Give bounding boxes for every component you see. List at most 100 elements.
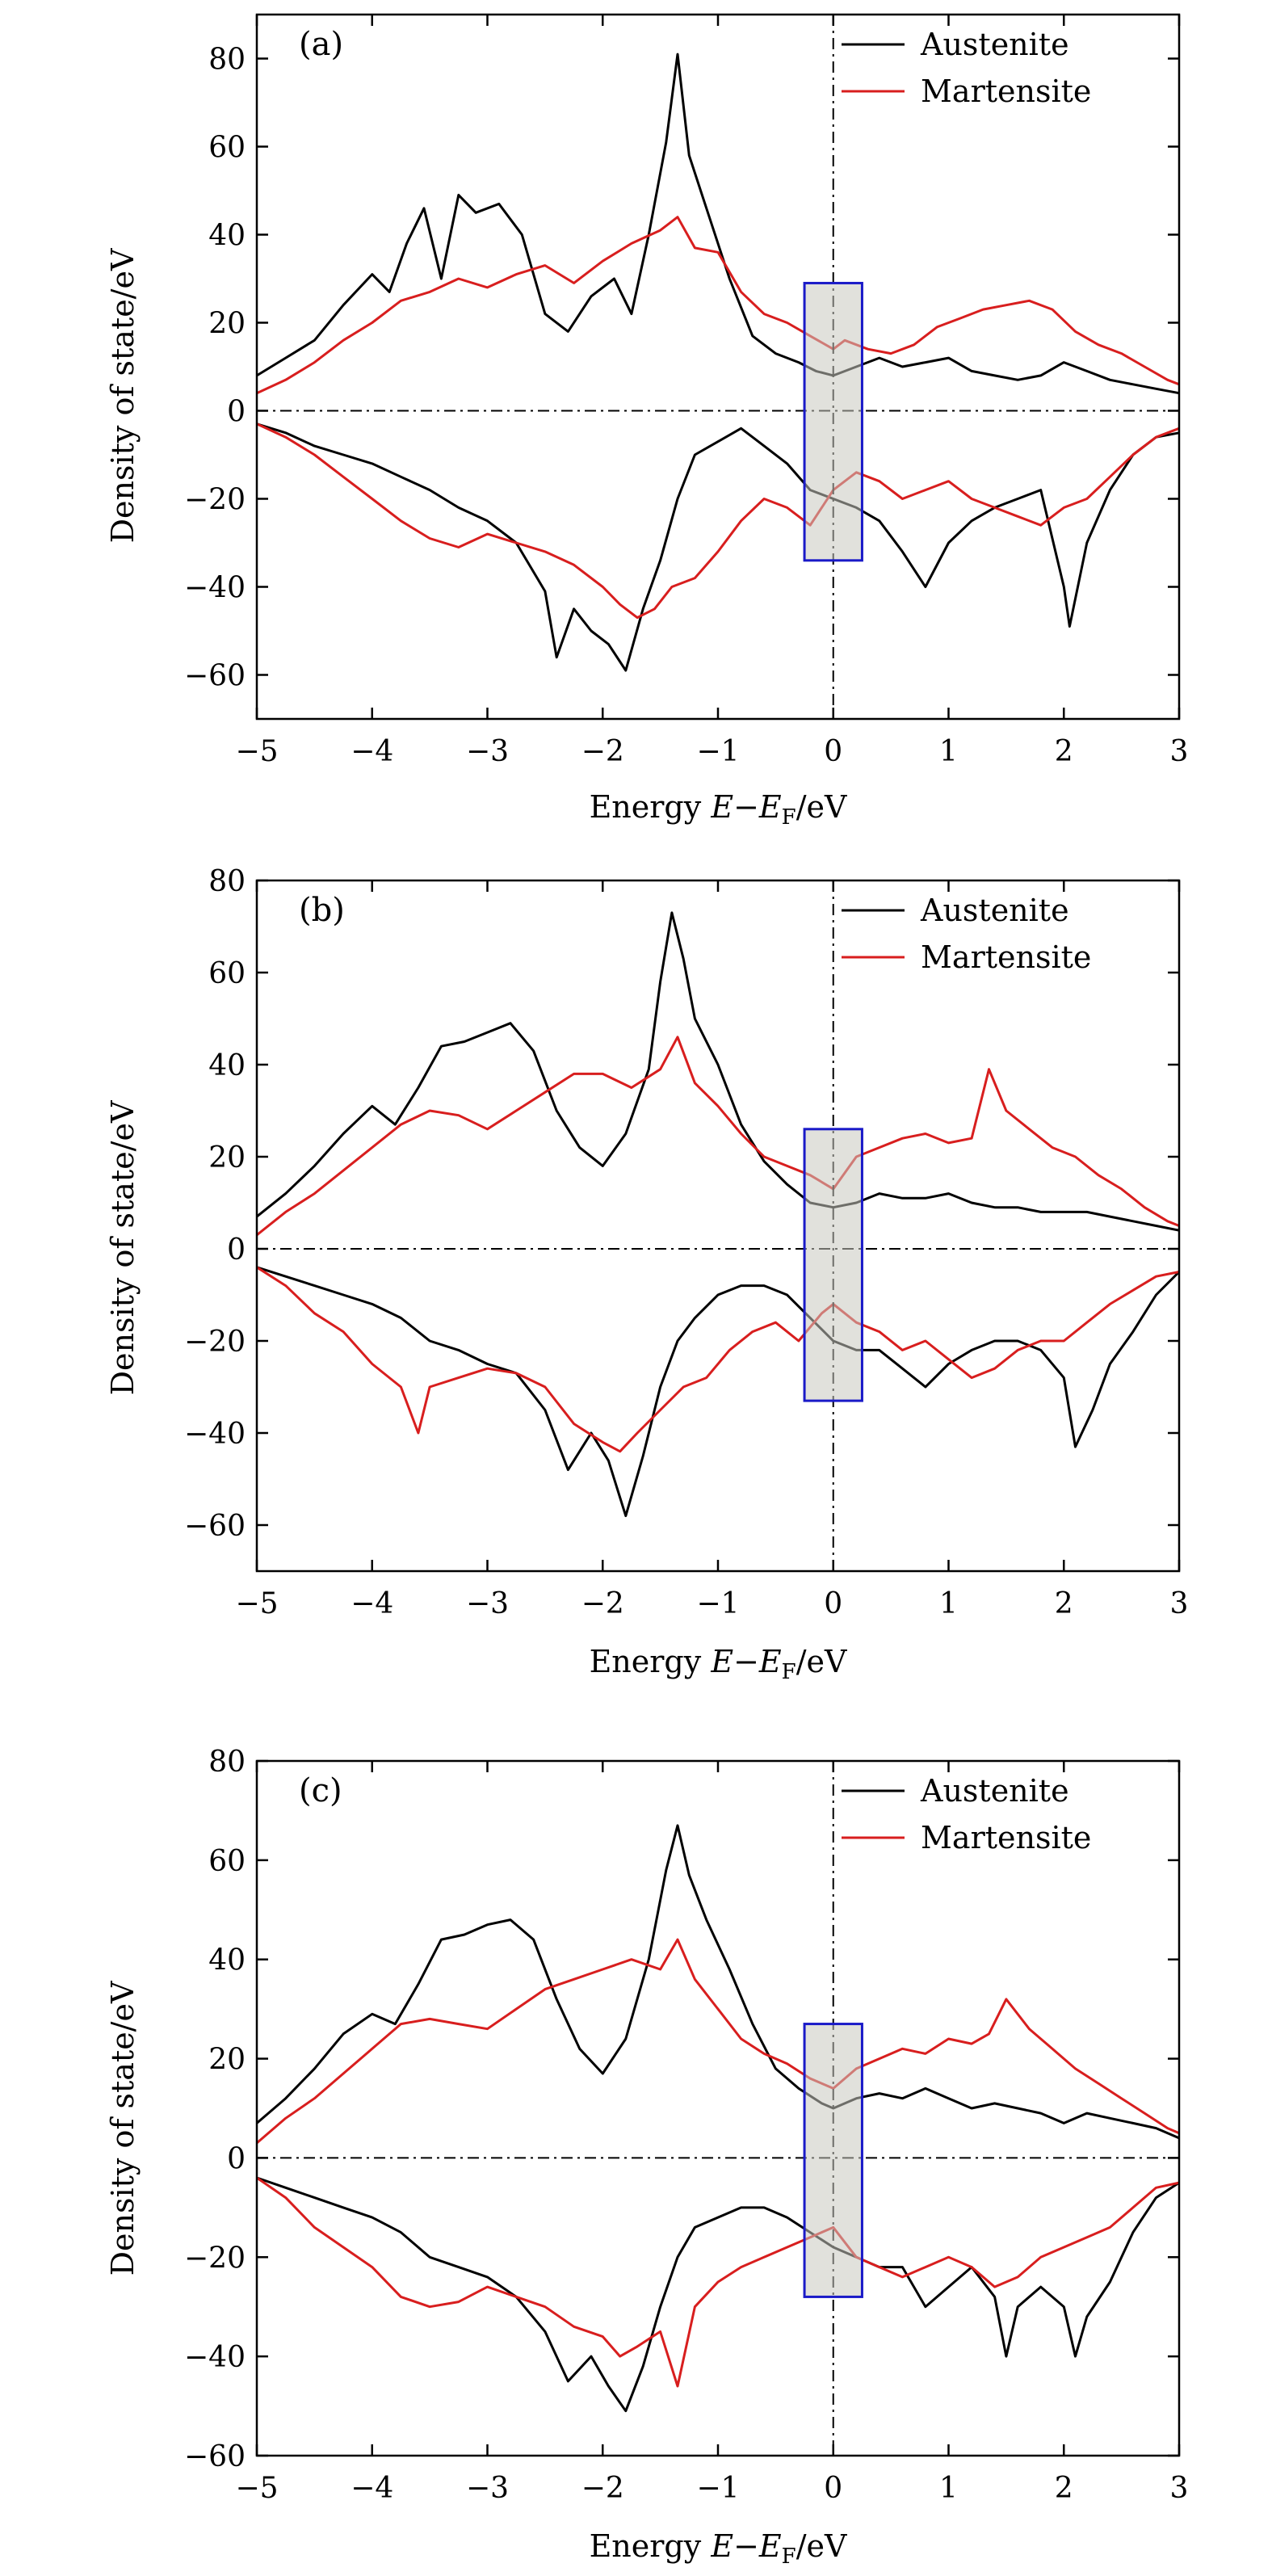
panel-a-legend: Austenite Martensite <box>842 27 1091 109</box>
panel-a-plot-layer: −5 −4 −3 −2 −1 0 1 2 3 −60 −40 −20 0 20 40 60 80 <box>184 13 1189 768</box>
x-tick-label: 3 <box>1170 735 1189 768</box>
xlabel-ef: E <box>758 789 782 825</box>
y-tick-label: 20 <box>208 1141 246 1175</box>
x-tick-label: 2 <box>1055 735 1073 768</box>
legend-martensite-label: Martensite <box>921 939 1091 975</box>
legend-martensite-label: Martensite <box>921 1820 1091 1855</box>
y-tick-label: −40 <box>184 2341 246 2374</box>
series-martensite-up-line <box>256 1036 1180 1237</box>
y-tick-label: 0 <box>227 2142 246 2175</box>
panel-b-xlabel: Energy E−EF/eV <box>590 1644 847 1684</box>
x-tick-label: −1 <box>696 2472 739 2505</box>
x-tick-label: 0 <box>824 735 842 768</box>
y-tick-label: 40 <box>208 1049 246 1082</box>
y-tick-label: 60 <box>208 957 246 990</box>
x-tick-label: 0 <box>824 2472 842 2505</box>
legend-austenite-label: Austenite <box>920 1773 1069 1809</box>
y-tick-label: 60 <box>208 132 246 165</box>
xlabel-ef: E <box>758 1644 782 1679</box>
xlabel-sub: F <box>782 2544 796 2569</box>
xlabel-e: E <box>710 789 733 825</box>
y-tick-label: 80 <box>208 44 246 77</box>
xlabel-e: E <box>710 1644 733 1679</box>
xlabel-energy: Energy <box>590 789 712 825</box>
y-tick-label: −20 <box>184 2242 246 2275</box>
xlabel-energy: Energy <box>590 1644 712 1679</box>
x-tick-label: −4 <box>351 2472 393 2505</box>
series-martensite-down-line <box>256 422 1180 620</box>
y-tick-label: −60 <box>184 2440 246 2473</box>
legend-austenite-label: Austenite <box>920 893 1069 928</box>
xlabel-unit: /eV <box>796 2528 847 2564</box>
series-martensite-down-line <box>256 1266 1180 1453</box>
y-tick-label: 80 <box>208 1746 246 1779</box>
y-tick-label: 40 <box>208 1944 246 1977</box>
y-tick-label: 40 <box>208 220 246 253</box>
x-tick-label: 1 <box>939 735 958 768</box>
x-tick-label: −1 <box>696 735 739 768</box>
panel-c: −5 −4 −3 −2 −1 0 1 2 3 −60 −40 −20 0 20 40 60 80 (c) Den… <box>105 1746 1188 2569</box>
panel-a-xlabel: Energy E−EF/eV <box>590 789 847 830</box>
y-tick-label: −40 <box>184 572 246 605</box>
y-tick-label: 80 <box>208 865 246 898</box>
fermi-highlight-box <box>803 281 863 562</box>
x-tick-label: −2 <box>581 2472 624 2505</box>
panel-c-label: (c) <box>299 1772 342 1809</box>
y-tick-label: −40 <box>184 1418 246 1451</box>
y-tick-label: −20 <box>184 484 246 517</box>
xlabel-minus: − <box>733 789 759 825</box>
xlabel-minus: − <box>733 1644 759 1679</box>
legend-martensite-label: Martensite <box>921 74 1091 109</box>
panel-a-label: (a) <box>299 26 343 63</box>
fermi-highlight-box <box>803 1128 863 1402</box>
x-tick-label: 2 <box>1055 1587 1073 1620</box>
x-tick-label: 3 <box>1170 2472 1189 2505</box>
xlabel-ef: E <box>758 2528 782 2564</box>
series-austenite-up-line <box>256 53 1180 395</box>
series-austenite-down-line <box>256 2176 1180 2413</box>
y-tick-label: −60 <box>184 1510 246 1543</box>
xlabel-minus: − <box>733 2528 759 2564</box>
xlabel-sub: F <box>782 805 796 830</box>
y-tick-label: 20 <box>208 2044 246 2077</box>
x-tick-label: −5 <box>235 735 278 768</box>
x-tick-label: −3 <box>466 735 509 768</box>
xlabel-sub: F <box>782 1660 796 1684</box>
x-tick-label: −5 <box>235 1587 278 1620</box>
panel-b-plot-layer: −5 −4 −3 −2 −1 0 1 2 3 −60 −40 −20 0 20 40 60 80 <box>184 865 1188 1620</box>
series-austenite-down-line <box>256 1266 1181 1518</box>
panel-b: −5 −4 −3 −2 −1 0 1 2 3 −60 −40 −20 0 20 40 60 80 (b) Den… <box>105 865 1188 1684</box>
series-austenite-up-line <box>256 911 1180 1232</box>
x-tick-label: 2 <box>1055 2472 1073 2505</box>
x-tick-label: −1 <box>696 1587 739 1620</box>
series-martensite-up-line <box>256 1938 1180 2145</box>
panel-c-plot-layer: −5 −4 −3 −2 −1 0 1 2 3 −60 −40 −20 0 20 40 60 80 <box>184 1746 1188 2505</box>
panel-a-ylabel: Density of state/eV <box>105 248 141 543</box>
y-tick-label: 60 <box>208 1845 246 1878</box>
series-martensite-down-line <box>256 2176 1180 2388</box>
x-tick-label: −4 <box>351 735 393 768</box>
x-tick-label: −2 <box>581 735 624 768</box>
series-austenite-down-line <box>256 422 1180 672</box>
x-tick-label: −3 <box>466 2472 509 2505</box>
y-tick-label: −60 <box>184 660 246 693</box>
x-tick-label: −3 <box>466 1587 509 1620</box>
y-tick-label: 20 <box>208 308 246 341</box>
x-tick-label: 1 <box>939 1587 958 1620</box>
x-tick-label: −5 <box>235 2472 278 2505</box>
x-tick-label: −4 <box>351 1587 393 1620</box>
panel-c-ylabel: Density of state/eV <box>105 1981 141 2276</box>
xlabel-unit: /eV <box>796 789 847 825</box>
x-tick-label: 1 <box>939 2472 958 2505</box>
y-tick-label: 0 <box>227 1233 246 1267</box>
panel-c-xlabel: Energy E−EF/eV <box>590 2528 847 2569</box>
fermi-highlight-box <box>803 2023 863 2298</box>
series-austenite-up-line <box>256 1824 1180 2140</box>
x-tick-label: 3 <box>1170 1587 1189 1620</box>
y-tick-label: −20 <box>184 1326 246 1359</box>
x-tick-label: 0 <box>824 1587 842 1620</box>
panel-b-label: (b) <box>299 892 345 929</box>
panel-c-legend: Austenite Martensite <box>842 1773 1091 1855</box>
panel-a: −5 −4 −3 −2 −1 0 1 2 3 −60 −40 −20 0 20 40 60 80 (a) Den… <box>105 13 1189 830</box>
